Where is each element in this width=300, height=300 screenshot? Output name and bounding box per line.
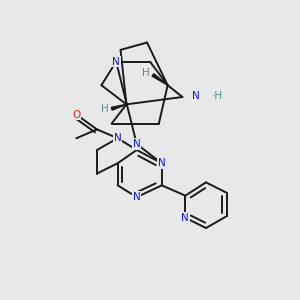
Text: N: N [182,213,189,223]
Text: N: N [192,91,200,100]
Text: H: H [101,104,109,114]
Text: H: H [142,68,150,78]
Text: N: N [114,133,122,143]
Polygon shape [111,104,126,110]
Text: ·H: ·H [212,91,223,100]
Text: O: O [72,110,80,120]
Polygon shape [152,74,168,85]
Text: N: N [133,139,141,149]
Text: N: N [158,158,166,168]
Text: N: N [133,192,141,202]
Text: N: N [112,57,120,67]
